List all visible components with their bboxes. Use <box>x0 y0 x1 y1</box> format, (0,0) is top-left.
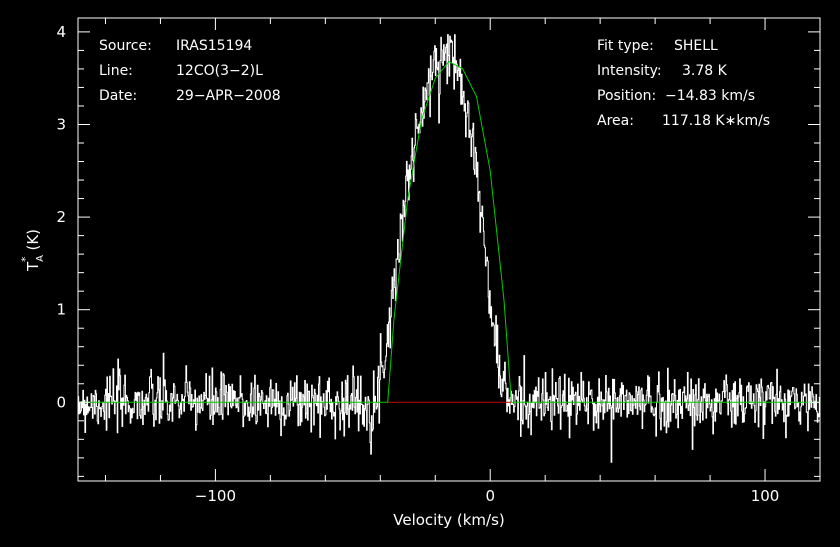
line-value: 12CO(3−2)L <box>176 63 263 79</box>
y-axis-label-sup: * <box>19 256 32 262</box>
date-label: Date: <box>99 88 137 104</box>
source-label: Source: <box>99 38 152 54</box>
intensity-value: 3.78 K <box>682 63 728 79</box>
fit-type-value: SHELL <box>674 38 718 54</box>
source-value: IRAS15194 <box>176 38 252 54</box>
plot-frame <box>77 17 821 482</box>
spectrum-line <box>77 34 820 463</box>
area-value: 117.18 K∗km/s <box>662 113 770 129</box>
x-axis-label: Velocity (km/s) <box>393 511 504 529</box>
axis-ticks <box>78 18 821 481</box>
y-axis-label-unit: (K) <box>24 229 42 251</box>
header-left: Source: IRAS15194 Line: 12CO(3−2)L Date:… <box>99 38 281 104</box>
y-tick-label: 2 <box>56 208 66 226</box>
x-tick-label: 0 <box>485 487 495 505</box>
y-axis-label-sub: A <box>35 255 46 262</box>
position-value: −14.83 km/s <box>665 88 755 104</box>
date-value: 29−APR−2008 <box>176 88 281 104</box>
svg-text:TA*(K): TA* (K) <box>19 229 46 272</box>
y-tick-label: 4 <box>56 23 66 41</box>
header-right: Fit type: SHELL Intensity: 3.78 K Positi… <box>597 38 770 129</box>
spectrum-series <box>77 34 820 463</box>
y-tick-label: 0 <box>56 393 66 411</box>
intensity-label: Intensity: <box>597 63 662 79</box>
y-tick-label: 3 <box>56 115 66 133</box>
area-label: Area: <box>597 113 634 129</box>
axis-tick-labels: −100 0 100 0 1 2 3 4 <box>56 23 779 505</box>
y-axis-label-main: T <box>24 261 42 272</box>
x-tick-label: 100 <box>751 487 780 505</box>
fit-series <box>78 60 820 403</box>
position-label: Position: <box>597 88 656 104</box>
x-tick-label: −100 <box>195 487 236 505</box>
y-tick-label: 1 <box>56 301 66 319</box>
line-label: Line: <box>99 63 133 79</box>
fit-type-label: Fit type: <box>597 38 654 54</box>
fit-line <box>78 60 820 403</box>
y-axis-label: TA* (K) <box>19 229 46 272</box>
